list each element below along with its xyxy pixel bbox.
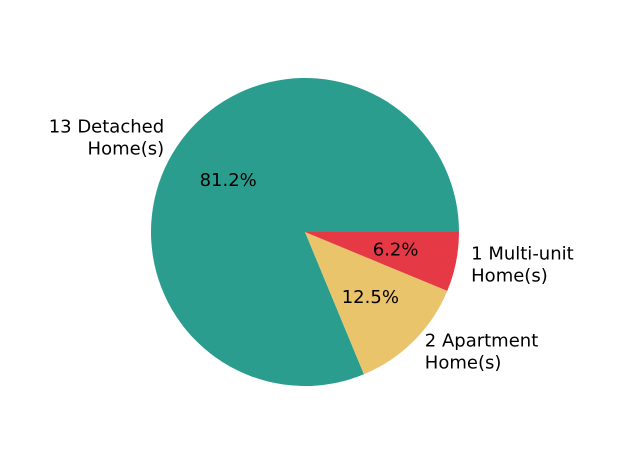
percent-label-0: 81.2%: [200, 170, 257, 191]
category-label-0: 13 Detached Home(s): [49, 116, 164, 159]
category-label-line: 13 Detached: [49, 116, 164, 137]
category-label-line: Home(s): [88, 138, 165, 159]
category-label-line: Home(s): [471, 266, 548, 287]
category-label-1: 2 Apartment Home(s): [425, 330, 538, 373]
category-label-2: 1 Multi-unit Home(s): [471, 244, 574, 287]
pie-slice-0: [151, 77, 460, 386]
category-label-line: 1 Multi-unit: [471, 244, 574, 265]
pie-slice-1: [305, 232, 448, 375]
category-label-line: 2 Apartment: [425, 330, 538, 351]
percent-label-2: 6.2%: [373, 240, 419, 261]
category-labels: 13 Detached Home(s)2 Apartment Home(s)1 Mu…: [49, 116, 574, 373]
pie-slice-2: [305, 232, 459, 291]
pie-slices: [151, 77, 460, 386]
percent-label-1: 12.5%: [342, 287, 399, 308]
category-label-line: Home(s): [425, 352, 502, 373]
percent-labels: 81.2% 12.5% 6.2%: [200, 170, 419, 308]
